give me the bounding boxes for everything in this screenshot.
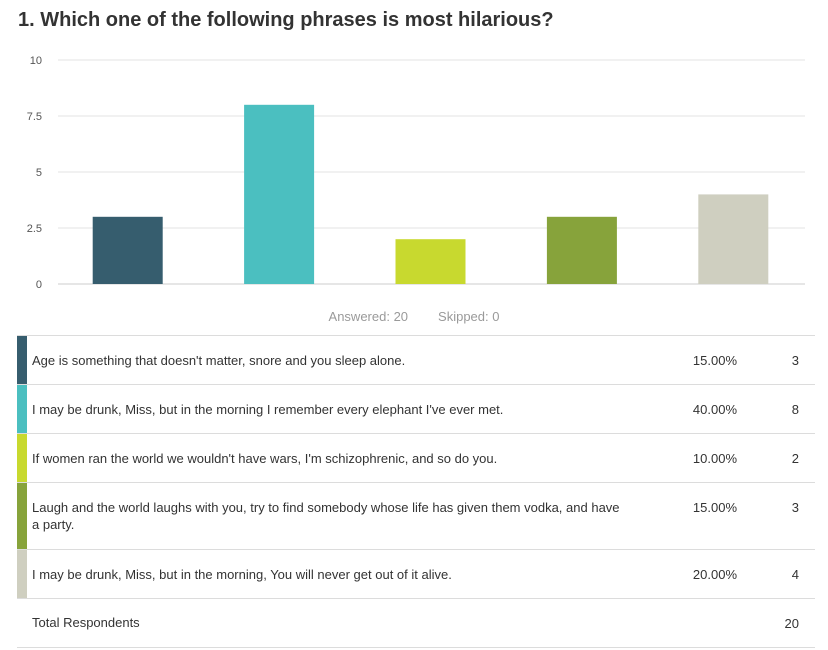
- answer-choice: I may be drunk, Miss, but in the morning…: [27, 549, 657, 599]
- answer-choice: I may be drunk, Miss, but in the morning…: [27, 384, 657, 434]
- response-stats: Answered: 20 Skipped: 0: [0, 309, 828, 324]
- chart-y-tick-label: 0: [36, 279, 42, 291]
- answer-choice: Age is something that doesn't matter, sn…: [27, 335, 657, 385]
- chart-bar[interactable]: [698, 194, 769, 284]
- answer-percent: 15.00%: [657, 482, 737, 550]
- answer-count: 3: [737, 482, 815, 550]
- answer-choice: If women ran the world we wouldn't have …: [27, 433, 657, 483]
- answer-count: 2: [737, 433, 815, 483]
- chart-bars: [92, 104, 769, 284]
- color-swatch: [17, 384, 27, 434]
- answered-count: Answered: 20: [328, 309, 409, 324]
- chart-y-tick-label: 7.5: [27, 111, 42, 123]
- answer-percent: 20.00%: [657, 549, 737, 599]
- chart-bar[interactable]: [92, 216, 163, 284]
- chart-y-tick-label: 10: [30, 55, 42, 67]
- color-swatch: [17, 433, 27, 483]
- color-swatch: [17, 482, 27, 550]
- answer-percent: 10.00%: [657, 433, 737, 483]
- chart-y-tick-labels: 10 7.5 5 2.5 0: [27, 55, 42, 291]
- results-table: Age is something that doesn't matter, sn…: [17, 335, 815, 648]
- chart-bar[interactable]: [244, 104, 315, 284]
- color-swatch: [17, 335, 27, 385]
- answer-count: 4: [737, 549, 815, 599]
- table-row: If women ran the world we wouldn't have …: [17, 433, 815, 483]
- color-swatch: [17, 549, 27, 599]
- answer-percent: 15.00%: [657, 335, 737, 385]
- table-row: I may be drunk, Miss, but in the morning…: [17, 384, 815, 434]
- chart-bar[interactable]: [395, 239, 466, 284]
- chart-y-tick-label: 2.5: [27, 223, 42, 235]
- total-row: Total Respondents 20: [17, 598, 815, 648]
- chart-bar[interactable]: [546, 216, 617, 284]
- answer-percent: 40.00%: [657, 384, 737, 434]
- table-row: Laugh and the world laughs with you, try…: [17, 482, 815, 550]
- table-row: I may be drunk, Miss, but in the morning…: [17, 549, 815, 599]
- answer-count: 8: [737, 384, 815, 434]
- total-respondents-label: Total Respondents: [17, 598, 737, 648]
- total-respondents-count: 20: [737, 598, 815, 648]
- answer-count: 3: [737, 335, 815, 385]
- answer-choice: Laugh and the world laughs with you, try…: [27, 482, 657, 550]
- question-title: 1. Which one of the following phrases is…: [18, 9, 554, 31]
- skipped-count: Skipped: 0: [438, 309, 500, 324]
- chart-y-tick-label: 5: [36, 167, 42, 179]
- bar-chart: 10 7.5 5 2.5 0: [27, 55, 805, 291]
- table-row: Age is something that doesn't matter, sn…: [17, 335, 815, 385]
